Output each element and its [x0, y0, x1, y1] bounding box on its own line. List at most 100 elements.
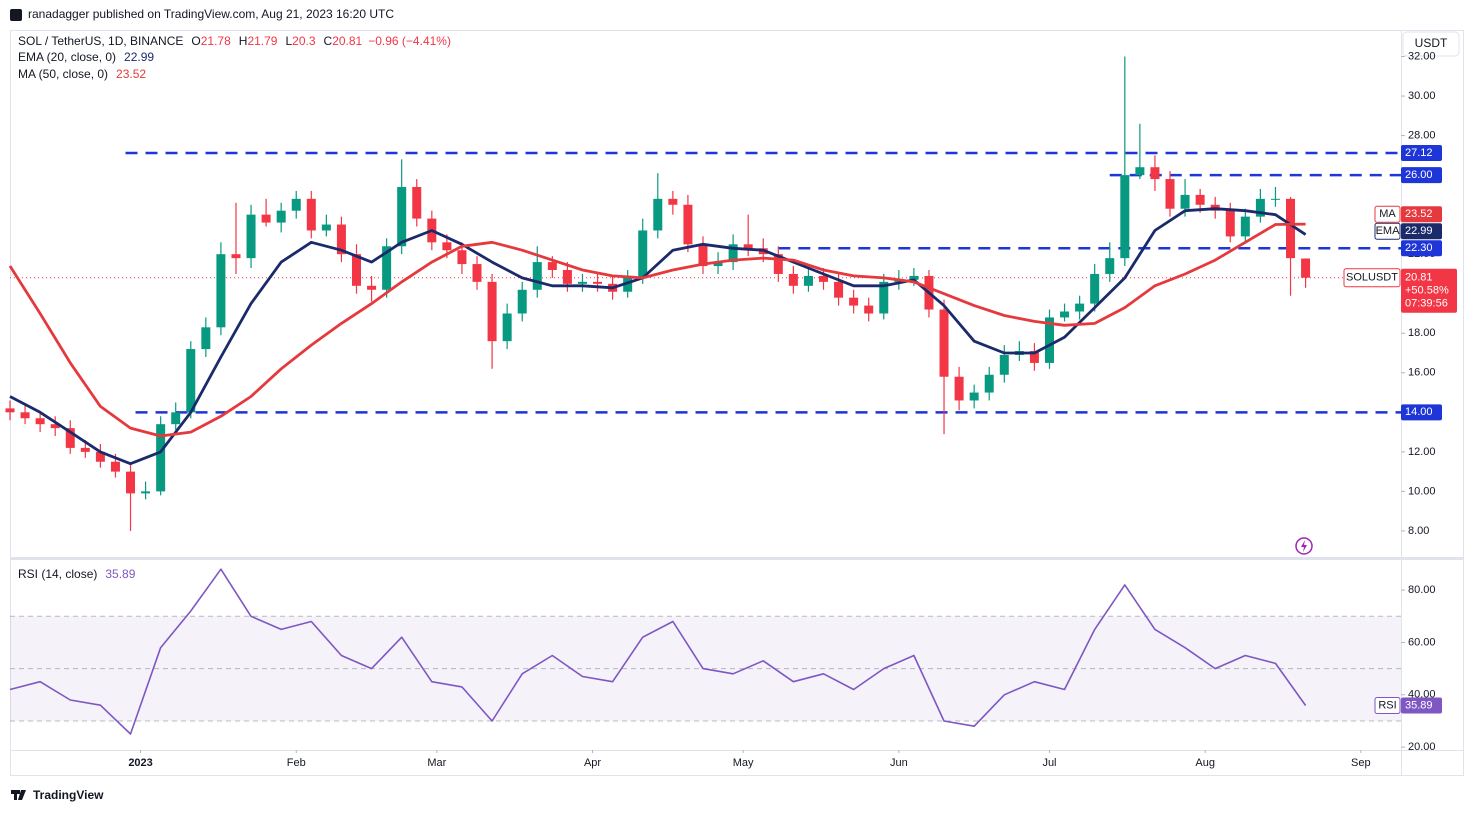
indicator-name: EMA (20, close, 0): [18, 50, 116, 64]
candle-body: [1044, 317, 1054, 363]
y-tick-label: 8.00: [1408, 525, 1429, 537]
candle-body: [653, 198, 663, 231]
candle-body: [743, 244, 753, 249]
indicator-legend: EMA (20, close, 0) 22.99: [18, 50, 154, 64]
candle-body: [306, 198, 316, 231]
y-tick-label: 30.00: [1408, 90, 1436, 102]
symbol-name: SOLUSDT: [1346, 272, 1398, 284]
candle-body: [1301, 258, 1311, 278]
candle-body: [713, 262, 723, 267]
candle-body: [1225, 210, 1235, 237]
candle-body: [1286, 198, 1296, 259]
candle-body: [502, 313, 512, 342]
alert-icon[interactable]: [1295, 537, 1313, 555]
rsi-legend: RSI (14, close) 35.89: [18, 567, 136, 581]
candle-body: [1060, 311, 1070, 318]
ohlc-label: O: [191, 34, 200, 48]
candle-body: [984, 374, 994, 393]
footer-logo: [11, 790, 26, 800]
x-tick-label: Apr: [584, 757, 601, 769]
candle-body: [186, 349, 196, 413]
candle-body: [683, 204, 693, 245]
candle-body: [216, 254, 226, 328]
price-badge-value: 26.00: [1405, 169, 1433, 181]
symbol-legend: SOL / TetherUS, 1D, BINANCE O21.78 H21.79 L…: [18, 34, 451, 48]
candle-body: [110, 461, 120, 472]
candle-body: [547, 262, 557, 271]
rsi-badge: [1401, 697, 1442, 714]
currency-button-box[interactable]: [1402, 31, 1460, 57]
candle-body: [1180, 194, 1190, 209]
footer-brand: TradingView: [33, 788, 104, 802]
candle-body: [1150, 167, 1160, 180]
price-badge: [1401, 144, 1442, 161]
candle-body: [487, 281, 497, 342]
publisher-logo: [10, 9, 22, 21]
candle-body: [577, 281, 587, 284]
candle-body: [969, 392, 979, 401]
indicator-value: 22.99: [124, 50, 154, 64]
candle-body: [20, 412, 30, 419]
price-badge-value: 22.99: [1405, 225, 1433, 237]
badge-name: MA: [1379, 208, 1396, 220]
usdt-button[interactable]: USDT: [1402, 31, 1460, 57]
candle-body: [50, 424, 60, 429]
candle-body: [803, 275, 813, 286]
candle-body: [80, 447, 90, 452]
price-badge: [1401, 206, 1442, 223]
candle-body: [1195, 194, 1205, 205]
candle-body: [351, 254, 361, 286]
moving-average-line: [8, 222, 1306, 438]
rsi-badge-name-box: [1374, 697, 1401, 715]
price-badge-value: 23.52: [1405, 208, 1433, 220]
rsi-tick-label: 20.00: [1408, 741, 1436, 753]
last-price-countdown: 07:39:56: [1405, 298, 1448, 310]
price-badge: [1401, 167, 1442, 184]
candle-body: [517, 289, 527, 314]
x-tick-label: Jul: [1042, 757, 1056, 769]
badge-name-box: [1374, 222, 1401, 240]
candle-body: [728, 244, 738, 263]
moving-average-line: [9, 207, 1307, 466]
x-tick-label: Jun: [890, 757, 908, 769]
candle-body: [276, 210, 286, 223]
candle-body: [999, 354, 1009, 375]
ohlc-value: 21.78: [201, 34, 231, 48]
candle-body: [126, 471, 136, 494]
candle-body: [562, 270, 572, 284]
candle-body: [231, 254, 241, 259]
badge-name-box: [1374, 205, 1401, 223]
x-tick-label: Aug: [1195, 757, 1215, 769]
y-tick-label: 10.00: [1408, 485, 1436, 497]
indicator-value: 23.52: [116, 67, 146, 81]
candle-body: [1255, 198, 1265, 217]
x-tick-label: Sep: [1351, 757, 1371, 769]
candle-body: [864, 305, 874, 314]
currency-button-label[interactable]: USDT: [1415, 36, 1448, 50]
rsi-value: 35.89: [105, 567, 135, 581]
candle-body: [788, 273, 798, 286]
y-tick-label: 18.00: [1408, 327, 1436, 339]
symbol-title: SOL / TetherUS, 1D, BINANCE: [18, 34, 183, 48]
candle-body: [457, 250, 467, 265]
last-price-badge: [1401, 268, 1457, 313]
candle-body: [879, 281, 889, 314]
x-tick-label: 2023: [128, 757, 152, 769]
candle-body: [156, 424, 166, 492]
x-tick-label: May: [733, 757, 754, 769]
y-tick-label: 28.00: [1408, 129, 1436, 141]
candle-body: [291, 198, 301, 211]
candle-body: [773, 254, 783, 274]
rsi-line: [9, 568, 1307, 735]
candle-body: [35, 418, 45, 425]
candle-body: [1105, 258, 1115, 274]
candle-body: [638, 230, 648, 278]
candle-body: [171, 412, 181, 425]
y-tick-label: 16.00: [1408, 367, 1436, 379]
symbol-name-box: [1343, 268, 1401, 288]
indicator-name: MA (50, close, 0): [18, 67, 108, 81]
candle-body: [1075, 303, 1085, 312]
candle-body: [1240, 216, 1250, 237]
